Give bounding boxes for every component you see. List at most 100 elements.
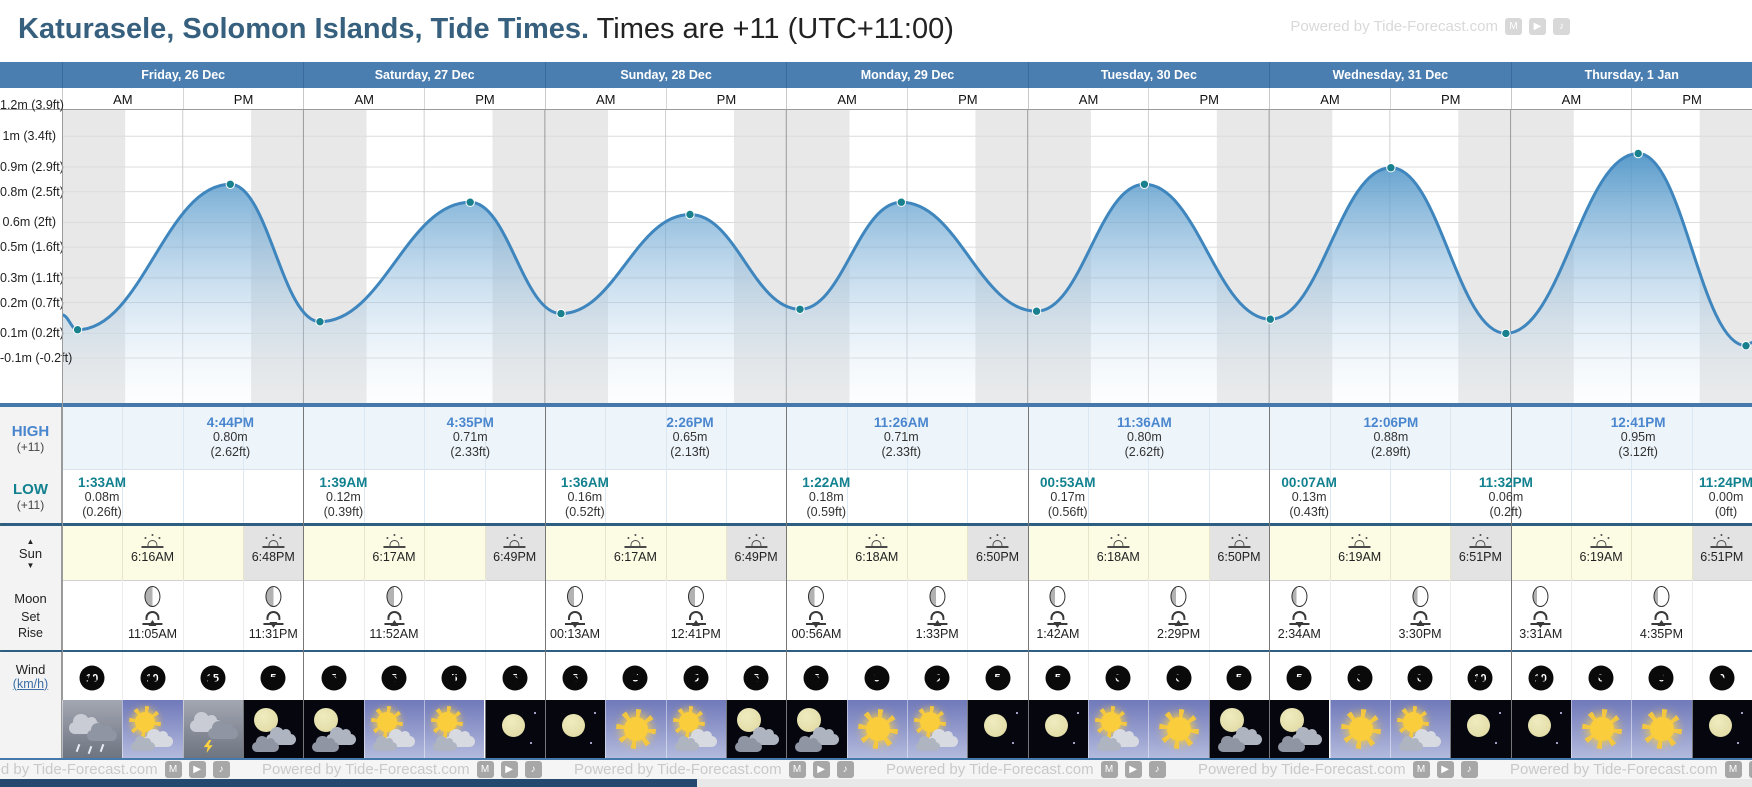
quarter-gridline [243,407,245,523]
powered-by-text: Powered by Tide-Forecast.com [0,761,158,778]
quarter-gridline [1329,580,1331,650]
wind-speed-badge: 0 [1347,665,1373,691]
quarter-gridline [605,407,607,523]
quarter-gridline [122,407,124,523]
quarter-gridline [1570,652,1572,700]
ampm-cell: AM [62,88,183,110]
play-badge-icon[interactable]: ▶ [1748,761,1752,778]
quarter-gridline [1148,580,1150,650]
app-badge-icon[interactable]: M [1724,761,1742,778]
wind-unit-link[interactable]: (km/h) [12,676,49,691]
quarter-gridline [967,407,969,523]
play-badge-icon[interactable]: ▶ [812,761,830,778]
moon-set-icon [1289,611,1310,628]
moon-set-entry: 00:56AM [791,586,841,641]
wind-speed-badge: 5 [381,665,407,691]
moon-phase-icon [1653,586,1670,607]
play-badge-icon[interactable]: ▶ [1529,18,1546,35]
play-badge-icon[interactable]: ▶ [1124,761,1142,778]
wind-item: 10 [71,656,112,700]
moon-set-entry: 2:34AM [1278,586,1321,641]
weather-tile-rain [62,700,123,758]
quarter-gridline [1450,407,1452,523]
scrollbar-thumb[interactable] [0,779,697,787]
ampm-cell: PM [907,88,1028,110]
sunrise-time: 6:18AM [855,550,899,564]
powered-by-header[interactable]: Powered by Tide-Forecast.com M ▶ ♪ [1290,18,1570,35]
sunset-icon [503,534,526,548]
wind-speed-badge: 0 [1709,665,1735,691]
y-axis-label: 0.3m (1.1ft) [0,270,64,285]
appstore-badge-icon[interactable]: ♪ [524,761,542,778]
moon-rise-icon [1168,611,1189,626]
weather-tile-sun-cloud [122,700,183,758]
low-tide-time: 1:33AM [77,475,127,490]
low-tide-height-m: 0.12m [326,490,361,504]
moon-set-time: 2:34AM [1277,627,1321,641]
appstore-badge-icon[interactable]: ♪ [1148,761,1166,778]
wind-item: 5 [1219,656,1259,703]
quarter-gridline [1450,580,1452,650]
powered-by-text: Powered by Tide-Forecast.com [262,761,470,778]
app-badge-icon[interactable]: M [476,761,494,778]
moon-rise-entry: 12:41PM [671,586,721,641]
play-badge-icon[interactable]: ▶ [1436,761,1454,778]
wind-direction-arrow [795,673,822,699]
powered-by-footer[interactable]: Powered by Tide-Forecast.com M ▶ ♪ [574,761,854,778]
quarter-gridline [967,580,969,650]
appstore-badge-icon[interactable]: ♪ [836,761,854,778]
wind-speed-badge: 5 [683,665,709,691]
sunset-time: 6:51PM [1700,550,1744,564]
wind-speed-badge: 5 [985,665,1011,691]
tide-extreme-dot [1741,341,1751,351]
appstore-badge-icon[interactable]: ♪ [1460,761,1478,778]
moon-rise-icon [685,611,706,626]
quarter-gridline [1329,407,1331,523]
powered-by-text: Powered by Tide-Forecast.com [574,761,782,778]
app-badge-icon[interactable]: M [1505,18,1522,35]
wind-speed-badge: 0 [1105,665,1131,691]
low-tide-height-m: 0.18m [808,490,844,504]
moon-set-entry: 3:31AM [1519,586,1562,641]
sunrise-time: 6:19AM [1338,550,1382,564]
powered-by-footer[interactable]: Powered by Tide-Forecast.com M ▶ ♪ [0,761,230,778]
app-badge-icon[interactable]: M [1412,761,1430,778]
moon-rise-time: 11:52AM [369,627,419,641]
horizontal-scrollbar[interactable] [0,779,1752,787]
y-axis-label: 0.1m (0.2ft) [0,326,64,341]
quarter-gridline [1088,526,1090,580]
powered-by-footer[interactable]: Powered by Tide-Forecast.com M ▶ ♪ [1510,761,1752,778]
quarter-gridline [665,407,667,523]
high-tide-time: 12:41PM [1610,415,1666,430]
play-badge-icon[interactable]: ▶ [188,761,206,778]
quarter-gridline [1148,526,1150,580]
high-tide-height-ft: (2.13ft) [670,445,710,459]
moon-rise-entry: 4:35PM [1640,586,1683,641]
sunrise-time: 6:17AM [613,550,657,564]
moon-rise-icon [142,611,163,626]
quarter-gridline [1148,652,1150,700]
sunset-time: 6:48PM [251,550,295,564]
low-tide-height-m: 0.13m [1291,490,1327,504]
powered-by-footer[interactable]: Powered by Tide-Forecast.com M ▶ ♪ [886,761,1166,778]
moon-rise-icon [383,611,404,626]
powered-by-footer[interactable]: Powered by Tide-Forecast.com M ▶ ♪ [262,761,542,778]
high-tide-height-ft: (2.62ft) [1124,445,1165,459]
quarter-gridline [846,652,848,700]
ampm-cell: AM [544,88,666,110]
app-badge-icon[interactable]: M [1100,761,1118,778]
powered-by-footer[interactable]: Powered by Tide-Forecast.com M ▶ ♪ [1198,761,1478,778]
appstore-badge-icon[interactable]: ♪ [212,761,230,778]
app-badge-icon[interactable]: M [164,761,182,778]
appstore-badge-icon[interactable]: ♪ [1553,18,1570,35]
quarter-gridline [424,526,426,580]
quarter-gridline [1631,407,1633,523]
quarter-gridline [907,526,908,580]
y-axis-label: 1.2m (3.9ft) [0,98,64,113]
high-low-divider [0,469,1752,470]
app-badge-icon[interactable]: M [788,761,806,778]
wind-item: 5 [978,656,1018,703]
play-badge-icon[interactable]: ▶ [500,761,518,778]
sunset-entry: 6:50PM [976,534,1019,564]
